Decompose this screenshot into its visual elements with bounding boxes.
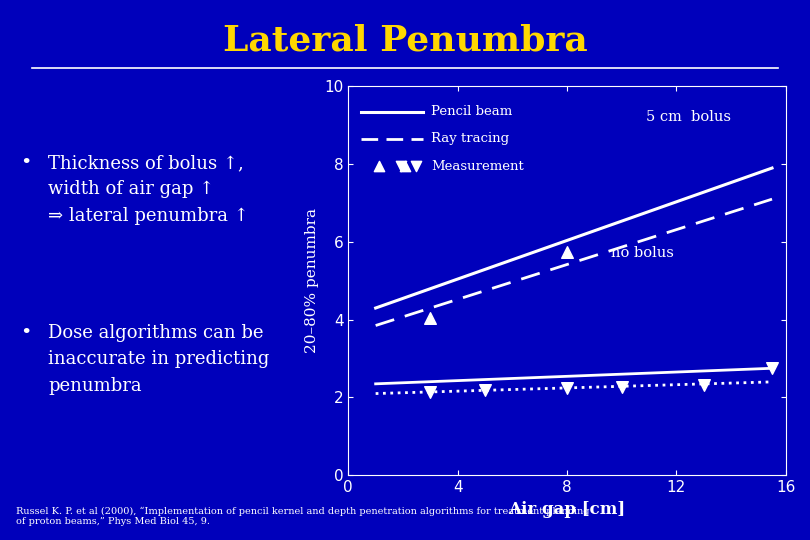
Text: •: •: [20, 154, 32, 172]
Text: Thickness of bolus ↑,
width of air gap ↑
⇒ lateral penumbra ↑: Thickness of bolus ↑, width of air gap ↑…: [48, 154, 249, 225]
X-axis label: Air gap [cm]: Air gap [cm]: [509, 501, 625, 518]
Point: [479, 386, 492, 394]
Text: Measurement: Measurement: [432, 160, 524, 173]
Text: •: •: [20, 324, 32, 342]
Point: [765, 364, 778, 373]
Point: [616, 382, 629, 391]
Text: Ray tracing: Ray tracing: [432, 132, 509, 145]
Text: Russel K. P. et al (2000), “Implementation of pencil kernel and depth penetratio: Russel K. P. et al (2000), “Implementati…: [16, 507, 590, 526]
Text: no bolus: no bolus: [611, 246, 674, 260]
Text: 5 cm  bolus: 5 cm bolus: [646, 110, 731, 124]
Point: [345, 440, 358, 449]
Point: [343, 440, 356, 449]
Point: [697, 381, 710, 389]
Point: [424, 387, 437, 396]
Point: [346, 440, 359, 449]
Text: Dose algorithms can be
inaccurate in predicting
penumbra: Dose algorithms can be inaccurate in pre…: [48, 324, 270, 395]
Text: Lateral Penumbra: Lateral Penumbra: [223, 24, 587, 57]
Text: Pencil beam: Pencil beam: [432, 105, 513, 118]
Y-axis label: 20–80% penumbra: 20–80% penumbra: [305, 208, 318, 353]
Point: [345, 440, 358, 449]
Point: [561, 247, 573, 256]
Point: [424, 313, 437, 322]
Point: [561, 383, 573, 392]
